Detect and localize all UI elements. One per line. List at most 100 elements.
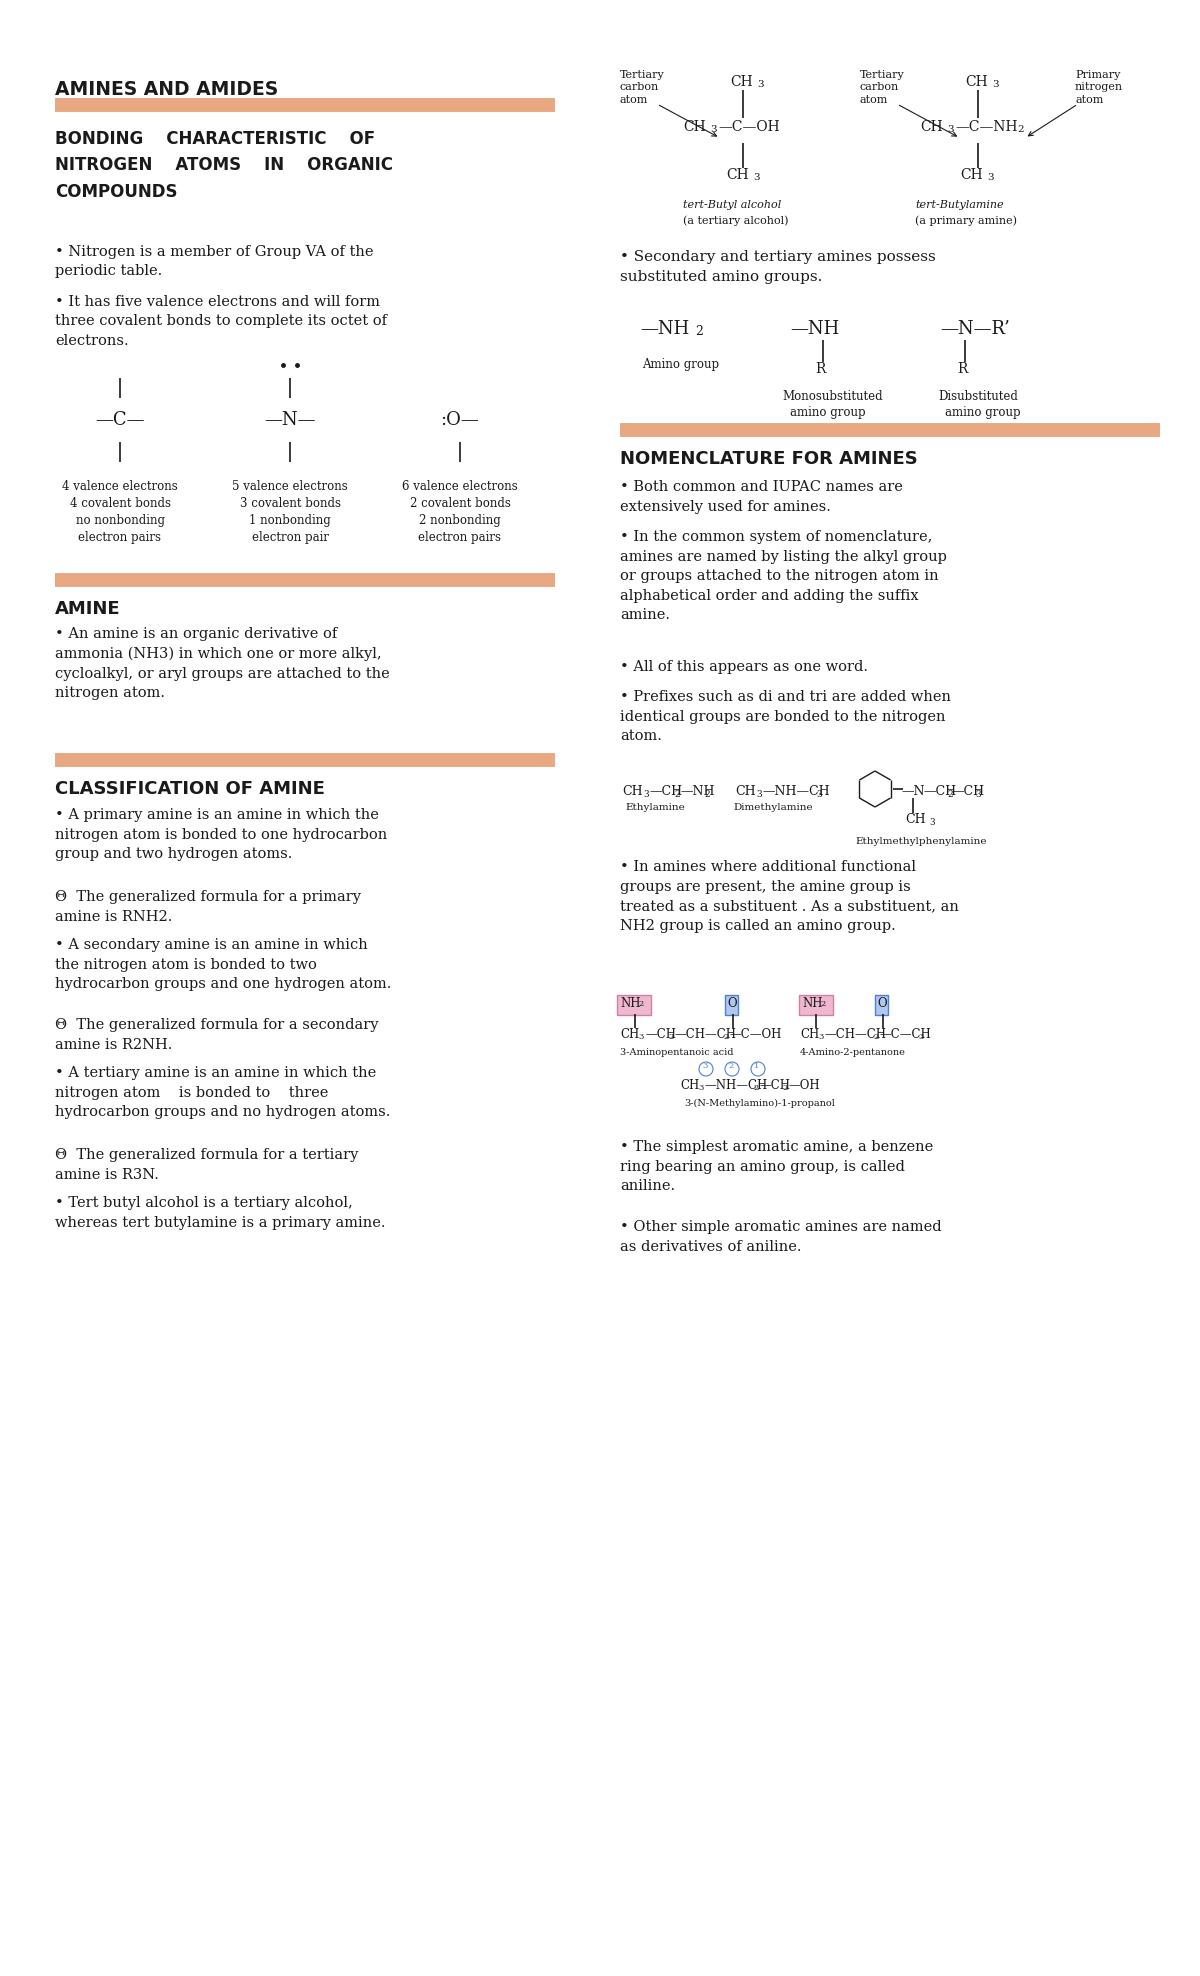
Text: amino group: amino group [790,405,865,419]
Text: Primary
nitrogen
atom: Primary nitrogen atom [1075,69,1123,105]
Text: NH: NH [802,998,822,1010]
Text: 3: 3 [702,1061,707,1069]
Text: —CH: —CH [760,1079,790,1093]
Text: 2: 2 [722,1033,728,1041]
Text: AMINE: AMINE [55,601,121,618]
Text: 2: 2 [754,1085,758,1093]
Text: 3: 3 [756,790,762,798]
Text: • In the common system of nomenclature,
amines are named by listing the alkyl gr: • In the common system of nomenclature, … [620,530,947,622]
Text: 3-(N-Methylamino)-1-propanol: 3-(N-Methylamino)-1-propanol [684,1099,835,1109]
Text: 3: 3 [754,174,760,182]
Text: NOMENCLATURE FOR AMINES: NOMENCLATURE FOR AMINES [620,451,918,468]
Text: 2: 2 [1018,124,1024,134]
Text: 2: 2 [674,790,679,798]
Text: (a tertiary alcohol): (a tertiary alcohol) [683,215,788,225]
Text: Θ  The generalized formula for a primary
amine is RNH2.: Θ The generalized formula for a primary … [55,889,361,923]
Text: 3: 3 [992,79,998,89]
Text: 3-Aminopentanoic acid: 3-Aminopentanoic acid [620,1047,733,1057]
Text: —NH: —NH [680,784,714,798]
Text: CH: CH [622,784,643,798]
Text: —CH: —CH [952,784,984,798]
Text: O: O [727,998,737,1010]
Text: O: O [877,998,887,1010]
Text: • A tertiary amine is an amine in which the
nitrogen atom    is bonded to    thr: • A tertiary amine is an amine in which … [55,1065,390,1118]
Text: 2: 2 [668,1033,673,1041]
Text: Amino group: Amino group [642,358,719,371]
Text: Θ  The generalized formula for a tertiary
amine is R3N.: Θ The generalized formula for a tertiary… [55,1148,359,1182]
Text: —CH—CH: —CH—CH [674,1028,736,1041]
Text: • In amines where additional functional
groups are present, the amine group is
t: • In amines where additional functional … [620,860,959,933]
Text: Tertiary
carbon
atom: Tertiary carbon atom [860,69,905,105]
Text: CH: CH [726,168,749,182]
Text: 1: 1 [754,1061,760,1069]
Text: Dimethylamine: Dimethylamine [733,802,812,812]
Text: tert-Butylamine: tert-Butylamine [916,200,1003,209]
Text: 2: 2 [782,1085,787,1093]
Text: CH: CH [730,75,752,89]
Text: 3: 3 [757,79,763,89]
Text: 3: 3 [710,124,716,134]
Text: 6 valence electrons
2 covalent bonds
2 nonbonding
electron pairs: 6 valence electrons 2 covalent bonds 2 n… [402,480,518,543]
Text: • Other simple aromatic amines are named
as derivatives of aniline.: • Other simple aromatic amines are named… [620,1219,942,1253]
Text: 2: 2 [638,1000,643,1008]
Text: amino group: amino group [946,405,1021,419]
Text: —NH—CH: —NH—CH [762,784,829,798]
Text: CH: CH [683,121,706,134]
Text: (a primary amine): (a primary amine) [916,215,1018,225]
Text: BONDING    CHARACTERISTIC    OF
NITROGEN    ATOMS    IN    ORGANIC
COMPOUNDS: BONDING CHARACTERISTIC OF NITROGEN ATOMS… [55,130,394,202]
Text: CH: CH [680,1079,700,1093]
Text: 2: 2 [874,1033,878,1041]
Text: Disubstituted: Disubstituted [938,389,1018,403]
Text: CH: CH [734,784,756,798]
Text: CH: CH [965,75,988,89]
Text: 4-Amino-2-pentanone: 4-Amino-2-pentanone [800,1047,906,1057]
Text: 3: 3 [947,124,954,134]
FancyBboxPatch shape [875,996,888,1016]
Text: 3: 3 [929,818,935,828]
Text: 3: 3 [818,1033,823,1041]
Text: Ethylmethylphenylamine: Ethylmethylphenylamine [854,838,986,846]
Text: CH: CH [920,121,943,134]
Text: • Both common and IUPAC names are
extensively used for amines.: • Both common and IUPAC names are extens… [620,480,902,514]
Text: 5 valence electrons
3 covalent bonds
1 nonbonding
electron pair: 5 valence electrons 3 covalent bonds 1 n… [232,480,348,543]
Text: CLASSIFICATION OF AMINE: CLASSIFICATION OF AMINE [55,781,325,798]
Text: —NH: —NH [640,320,689,338]
Text: • Tert butyl alcohol is a tertiary alcohol,
whereas tert butylamine is a primary: • Tert butyl alcohol is a tertiary alcoh… [55,1195,385,1229]
Text: CH: CH [800,1028,820,1041]
Text: 2: 2 [947,790,953,798]
Text: —OH: —OH [788,1079,820,1093]
Text: —N: —N [901,784,924,798]
Text: —CH—CH: —CH—CH [824,1028,886,1041]
Text: CH: CH [960,168,983,182]
Text: CH: CH [905,812,925,826]
Text: —NH—CH: —NH—CH [704,1079,767,1093]
Text: 3: 3 [698,1085,703,1093]
Text: —C—OH: —C—OH [730,1028,781,1041]
Text: :O—: :O— [440,411,479,429]
Text: 3: 3 [986,174,994,182]
FancyBboxPatch shape [725,996,738,1016]
Text: • All of this appears as one word.: • All of this appears as one word. [620,660,868,674]
Text: Ethylamine: Ethylamine [625,802,685,812]
FancyBboxPatch shape [617,996,650,1016]
Text: • A primary amine is an amine in which the
nitrogen atom is bonded to one hydroc: • A primary amine is an amine in which t… [55,808,388,862]
Text: —C—CH: —C—CH [878,1028,931,1041]
Text: 2: 2 [695,324,703,338]
Text: —C—NH: —C—NH [955,121,1018,134]
Text: —C—OH: —C—OH [718,121,780,134]
FancyBboxPatch shape [799,996,833,1016]
Text: 4 valence electrons
4 covalent bonds
no nonbonding
electron pairs: 4 valence electrons 4 covalent bonds no … [62,480,178,543]
Text: 2: 2 [704,790,709,798]
Text: —N—R’: —N—R’ [940,320,1010,338]
Text: 3: 3 [974,790,980,798]
Text: CH: CH [620,1028,640,1041]
Text: 3: 3 [918,1033,923,1041]
Text: Monosubstituted: Monosubstituted [782,389,883,403]
Text: R: R [958,362,967,375]
Text: 2: 2 [728,1061,733,1069]
Text: • Secondary and tertiary amines possess
substituted amino groups.: • Secondary and tertiary amines possess … [620,251,936,283]
Text: 3: 3 [643,790,649,798]
Text: —N—: —N— [264,411,316,429]
Text: • Prefixes such as di and tri are added when
identical groups are bonded to the : • Prefixes such as di and tri are added … [620,690,952,743]
Text: • The simplest aromatic amine, a benzene
ring bearing an amino group, is called
: • The simplest aromatic amine, a benzene… [620,1140,934,1194]
